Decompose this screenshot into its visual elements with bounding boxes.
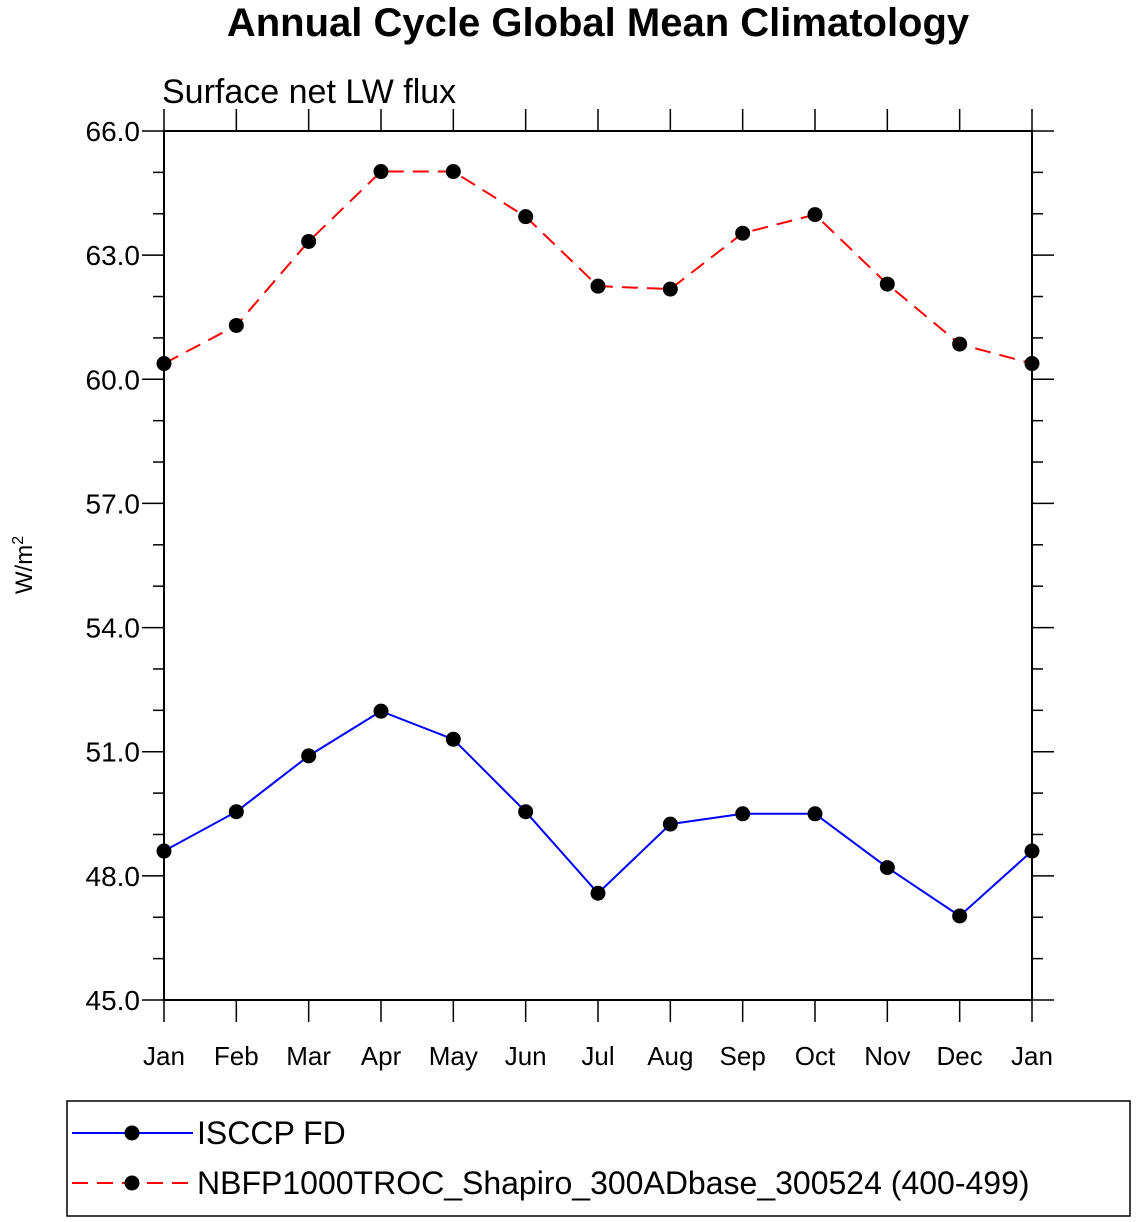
x-tick-label: Jul [581, 1041, 614, 1071]
x-tick-label: Mar [286, 1041, 331, 1071]
y-axis-label-unit: W/m [11, 545, 38, 594]
legend-marker-2 [124, 1175, 140, 1191]
series-layer [156, 164, 1040, 924]
series-2-point [662, 281, 678, 297]
plot-border [163, 130, 1033, 1001]
legend-items: ISCCP FD NBFP1000TROC_Shapiro_300ADbase_3… [72, 1115, 1030, 1201]
chart-subtitle: Surface net LW flux [162, 73, 456, 111]
x-tick-label: Apr [361, 1041, 402, 1071]
y-axis: 45.0 48.0 51.0 54.0 57.0 60.0 63.0 66.0 [86, 116, 1054, 1016]
x-tick-label: Jan [143, 1041, 185, 1071]
y-tick-label: 66.0 [86, 116, 141, 147]
series-1-point [156, 843, 172, 859]
series-2-point [228, 317, 244, 333]
series-1-point [373, 703, 389, 719]
x-tick-label: Feb [214, 1041, 259, 1071]
series-1-point [228, 804, 244, 820]
legend-label-1: ISCCP FD [197, 1115, 346, 1151]
x-tick-label: Nov [864, 1041, 910, 1071]
y-axis-label: W/m2 [10, 536, 38, 594]
x-tick-label: Dec [937, 1041, 983, 1071]
series-1-point [445, 731, 461, 747]
series-1-point [590, 885, 606, 901]
x-tick-label: Aug [647, 1041, 693, 1071]
series-1-point [301, 748, 317, 764]
legend-label-2: NBFP1000TROC_Shapiro_300ADbase_300524 (4… [197, 1165, 1030, 1201]
chart-title: Annual Cycle Global Mean Climatology [227, 1, 970, 45]
series-2-point [1024, 356, 1040, 372]
series-2-point [879, 276, 895, 292]
series-2-point [518, 209, 534, 225]
y-tick-label: 48.0 [86, 861, 141, 892]
series-1-point [879, 860, 895, 876]
series-1-point [1024, 843, 1040, 859]
series-2-point [590, 278, 606, 294]
series-1-point [518, 804, 534, 820]
series-1-point [952, 908, 968, 924]
series-1-point [735, 806, 751, 822]
x-tick-label: Sep [720, 1041, 766, 1071]
y-tick-label: 45.0 [86, 985, 141, 1016]
y-tick-label: 57.0 [86, 488, 141, 519]
legend-marker-1 [124, 1125, 140, 1141]
series-2-point [807, 207, 823, 223]
series-2-point [445, 164, 461, 180]
series-2-point [735, 225, 751, 241]
x-tick-label: Jan [1011, 1041, 1053, 1071]
legend: ISCCP FD NBFP1000TROC_Shapiro_300ADbase_3… [66, 1100, 1131, 1217]
x-tick-label: Jun [505, 1041, 547, 1071]
series-2-point [952, 336, 968, 352]
x-tick-label: Oct [795, 1041, 836, 1071]
y-tick-label: 54.0 [86, 613, 141, 644]
legend-box [66, 1100, 1131, 1217]
y-tick-label: 51.0 [86, 737, 141, 768]
x-axis: Jan Feb Mar Apr May Jun Jul Aug Sep Oct Nov Dec Jan [143, 109, 1053, 1071]
series-line-1 [163, 710, 1033, 918]
series-2-point [373, 164, 389, 180]
y-tick-label: 63.0 [86, 240, 141, 271]
series-2-point [156, 356, 172, 372]
series-line-2 [163, 170, 1033, 365]
x-tick-label: May [429, 1041, 478, 1071]
series-2-point [301, 233, 317, 249]
series-1-point [807, 806, 823, 822]
y-axis-label-exponent: 2 [10, 536, 27, 545]
plot-frame [163, 130, 1033, 1001]
series-1-point [662, 816, 678, 832]
y-tick-label: 60.0 [86, 364, 141, 395]
